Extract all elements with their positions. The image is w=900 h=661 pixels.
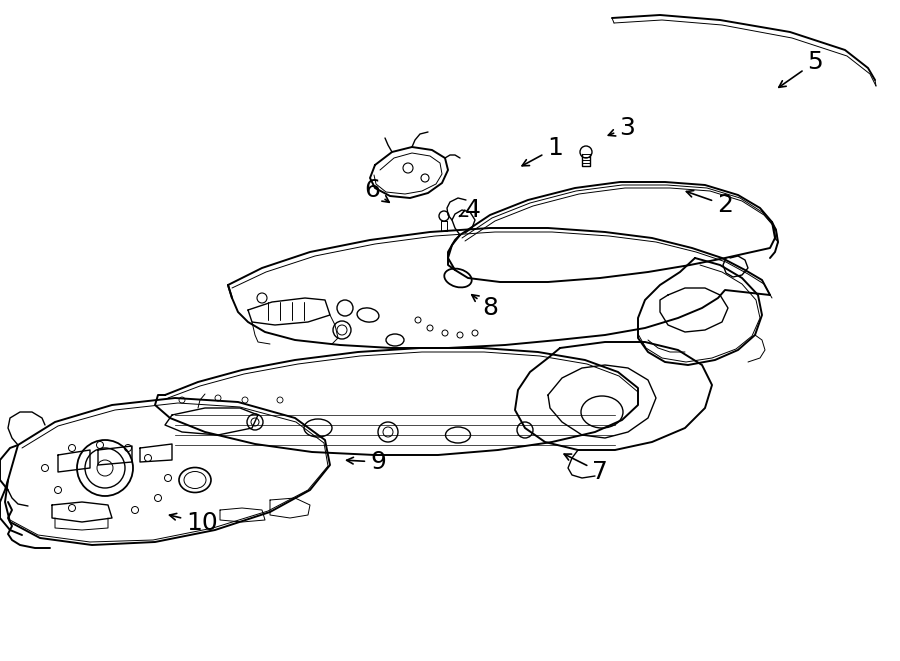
Text: 1: 1 xyxy=(522,136,562,166)
Text: 2: 2 xyxy=(687,190,733,217)
Text: 3: 3 xyxy=(608,116,634,140)
Text: 9: 9 xyxy=(346,450,386,474)
Text: 6: 6 xyxy=(364,178,389,202)
Text: 10: 10 xyxy=(169,511,218,535)
Text: 5: 5 xyxy=(778,50,823,87)
Text: 4: 4 xyxy=(460,198,481,222)
Text: 8: 8 xyxy=(472,295,498,320)
Text: 7: 7 xyxy=(564,454,608,484)
